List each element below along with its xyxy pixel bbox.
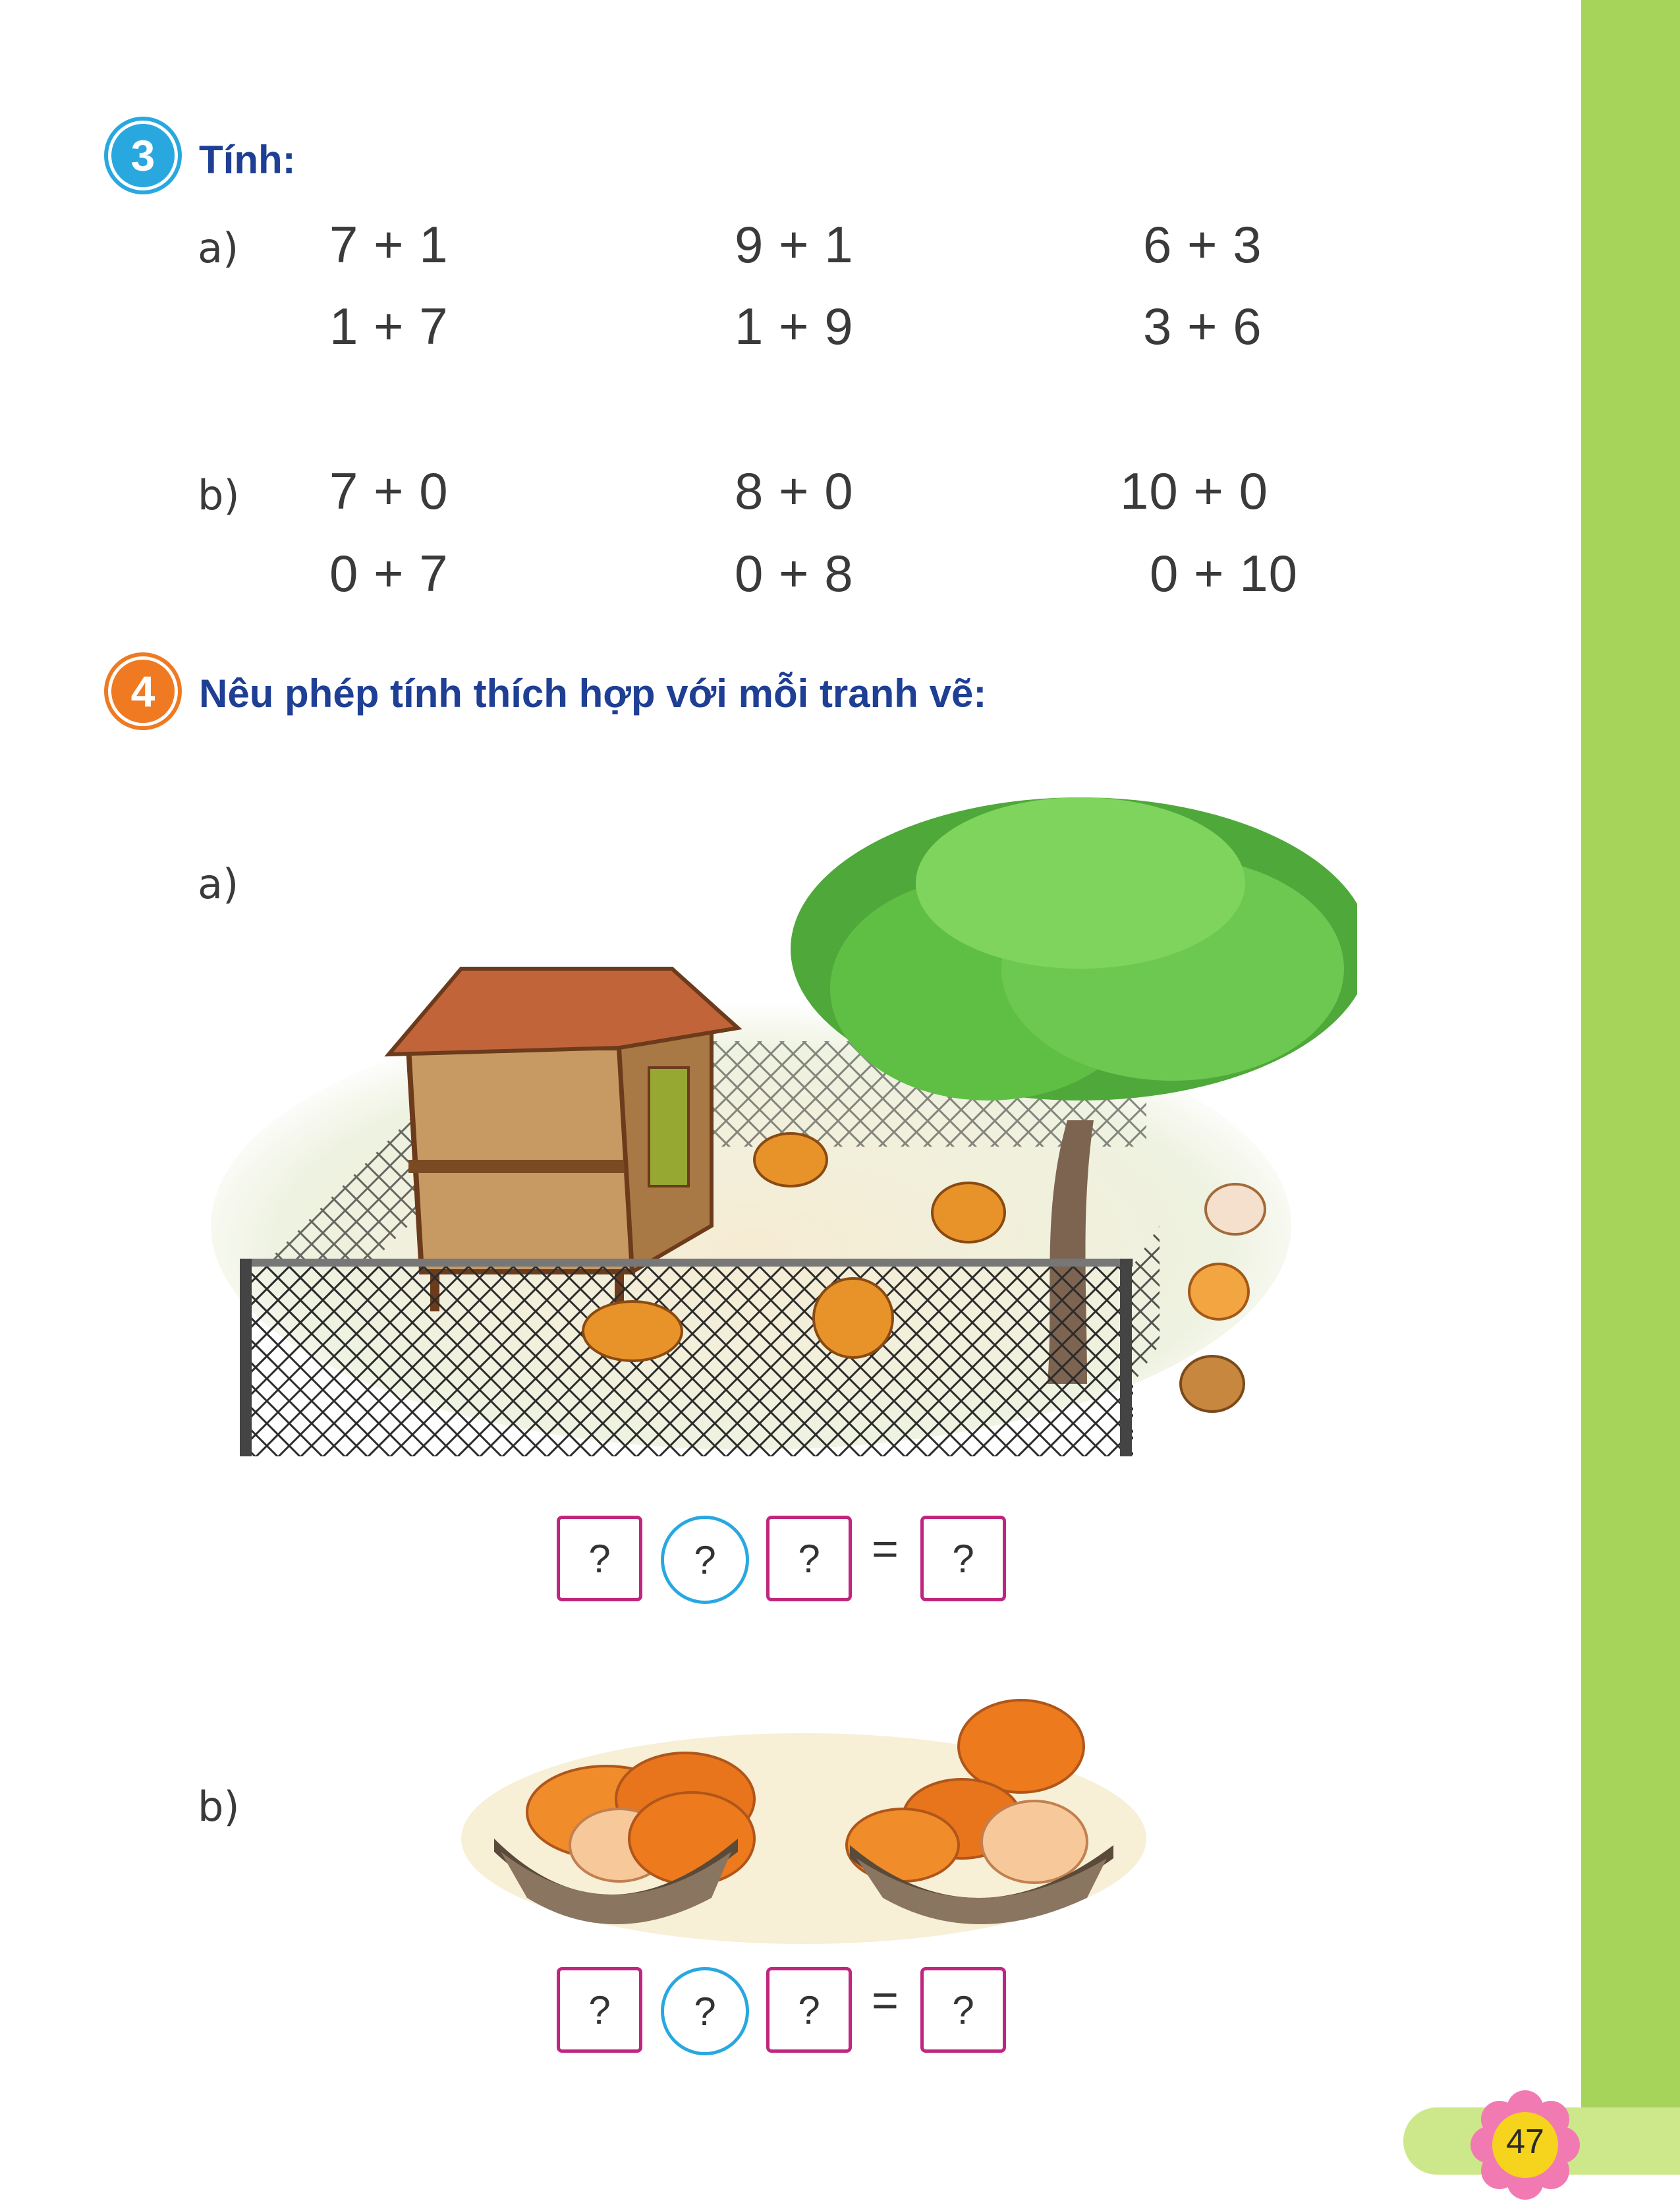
operator-circle[interactable]: ? <box>661 1516 749 1604</box>
exercise-4-title: Nêu phép tính thích hợp với mỗi tranh vẽ… <box>199 672 987 716</box>
part-a-label: a) <box>198 224 239 272</box>
tree <box>791 797 1357 1384</box>
expression: 0 + 8 <box>735 544 854 602</box>
flower-icon <box>1470 2090 1580 2200</box>
expression: 0 + 7 <box>329 544 449 602</box>
answer-box-operand2[interactable]: ? <box>766 1516 852 1601</box>
outside-hens <box>1179 1183 1266 1413</box>
chicken-coop-illustration <box>211 797 1357 1456</box>
answer-box-operand1[interactable]: ? <box>557 1516 642 1601</box>
answer-row-a: ? ? ? = ? <box>557 1516 1018 1604</box>
part-b-label: b) <box>198 471 240 519</box>
exercise-3-number: 3 <box>111 124 175 187</box>
right-sidebar <box>1581 0 1680 2175</box>
expression: 0 + 10 <box>1150 544 1299 602</box>
left-basket <box>494 1752 756 1924</box>
exercise-4-number: 4 <box>111 660 175 723</box>
exercise-3-title: Tính: <box>199 138 296 182</box>
coop-house <box>384 967 742 1311</box>
right-basket <box>845 1699 1113 1924</box>
answer-box-result[interactable]: ? <box>920 1516 1006 1601</box>
expression: 7 + 1 <box>329 215 449 273</box>
expression: 1 + 9 <box>735 297 854 355</box>
expression: 10 + 0 <box>1120 462 1269 520</box>
page-number: 47 <box>1506 2123 1544 2161</box>
exercise-4-badge: 4 <box>104 652 182 730</box>
answer-box-result[interactable]: ? <box>920 1967 1006 2053</box>
part-b-label: b) <box>198 1783 240 1831</box>
operator-circle[interactable]: ? <box>661 1967 749 2055</box>
expression: 1 + 7 <box>329 297 449 355</box>
exercise-3-badge: 3 <box>104 117 182 194</box>
answer-box-operand2[interactable]: ? <box>766 1967 852 2053</box>
expression: 9 + 1 <box>735 215 854 273</box>
expression: 8 + 0 <box>735 462 854 520</box>
expression: 7 + 0 <box>329 462 449 520</box>
answer-row-b: ? ? ? = ? <box>557 1967 1018 2055</box>
pumpkin-baskets-illustration <box>461 1699 1146 1944</box>
answer-box-operand1[interactable]: ? <box>557 1967 642 2053</box>
equals-sign: = <box>872 1974 899 2026</box>
part-a-label: a) <box>198 860 239 908</box>
expression: 3 + 6 <box>1143 297 1262 355</box>
expression: 6 + 3 <box>1143 215 1262 273</box>
equals-sign: = <box>872 1523 899 1574</box>
